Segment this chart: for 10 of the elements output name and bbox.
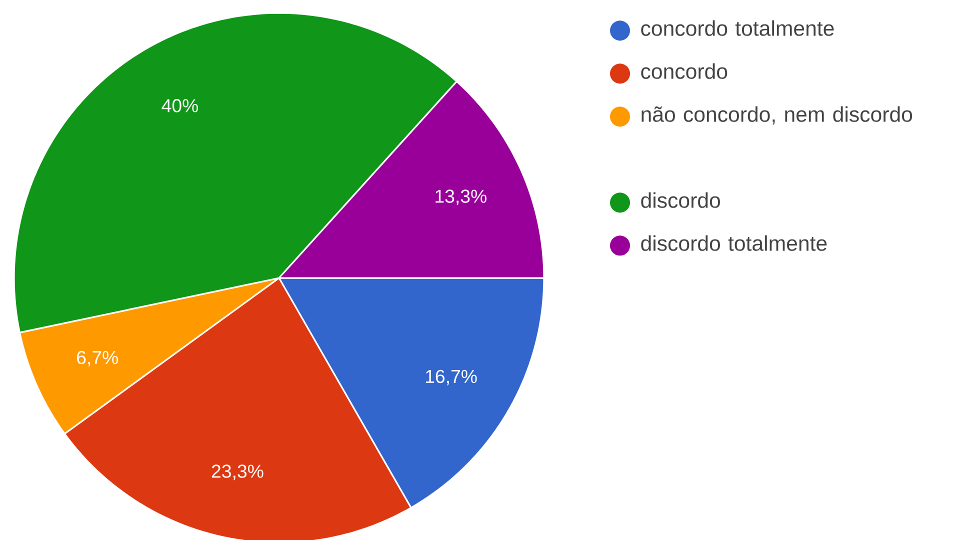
data-label: 23,3% bbox=[212, 464, 264, 480]
legend-label: concordo totalmente bbox=[641, 20, 834, 36]
data-label: 16,7% bbox=[426, 370, 477, 386]
data-label: 40% bbox=[162, 99, 198, 112]
data-label: 6,7% bbox=[77, 350, 118, 366]
legend-label: concordo bbox=[641, 63, 728, 79]
legend-label: discordo bbox=[641, 192, 720, 208]
legend-label: não concordo, nem discordo bbox=[642, 106, 912, 124]
legend-label: discordo totalmente bbox=[641, 235, 827, 251]
data-label: 13,3% bbox=[436, 190, 486, 206]
